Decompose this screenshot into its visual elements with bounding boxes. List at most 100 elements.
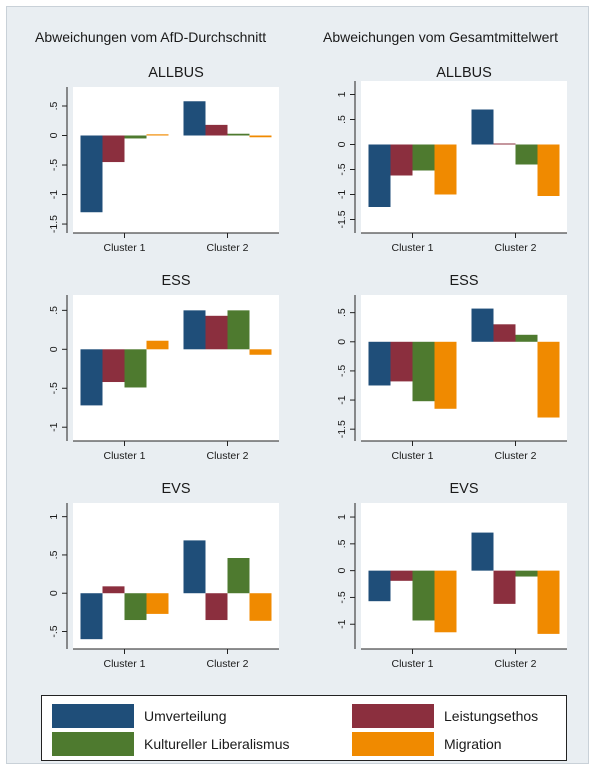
bar-leistungsethos-cluster-1 [102,349,125,383]
x-tick-label: Cluster 2 [206,450,248,462]
bar-kultureller-liberalismus-cluster-1 [124,593,147,621]
y-tick-label: -.5 [48,382,60,394]
y-tick-label: .5 [336,539,348,548]
y-tick-label: -.5 [48,625,60,637]
y-tick-label: 1 [336,91,348,97]
bar-kultureller-liberalismus-cluster-2 [515,334,538,342]
bar-umverteilung-cluster-1 [368,570,391,602]
chart-ess-gesamt: ESS .5 0 -.5 -1 -1.5 Cluster 1 Cluster 2 [336,273,567,462]
bar-umverteilung-cluster-1 [80,593,103,640]
bar-kultureller-liberalismus-cluster-1 [412,341,435,402]
bar-umverteilung-cluster-2 [183,101,206,136]
bar-kultureller-liberalismus-cluster-1 [124,135,147,139]
y-tick-label: 0 [48,346,60,352]
y-tick-label: 0 [48,132,60,138]
panel-title: ALLBUS [148,65,204,81]
chart-allbus-afd: ALLBUS .5 0 -.5 -1 -1.5 Cluster 1 Cluster 2 [48,65,279,254]
bar-migration-cluster-2 [537,144,560,196]
bar-migration-cluster-1 [146,134,169,136]
y-tick-label: -1 [336,190,348,199]
y-tick-label: .5 [336,115,348,124]
panel-title: ALLBUS [436,65,492,81]
bar-leistungsethos-cluster-1 [390,144,413,176]
y-tick-label: 0 [48,590,60,596]
figure-frame: Abweichungen vom AfD-Durchschnitt Abweic… [6,6,589,764]
legend: Umverteilung Leistungsethos Kultureller … [41,695,567,761]
x-tick-label: Cluster 2 [494,658,536,670]
bar-umverteilung-cluster-1 [368,341,391,386]
chart-evs-gesamt: EVS 1 .5 0 -.5 -1 Cluster 1 Cluster 2 [336,481,567,670]
legend-swatch [52,704,134,728]
x-tick-label: Cluster 1 [391,658,433,670]
bar-umverteilung-cluster-2 [183,540,206,594]
x-tick-label: Cluster 1 [103,658,145,670]
y-tick-label: -.5 [336,591,348,603]
y-tick-label: .5 [48,101,60,110]
bar-umverteilung-cluster-2 [471,109,494,145]
bar-migration-cluster-2 [249,135,272,138]
bar-umverteilung-cluster-2 [183,310,206,350]
x-tick-label: Cluster 1 [103,242,145,254]
legend-swatch [52,732,134,756]
bar-leistungsethos-cluster-1 [102,135,125,163]
y-tick-label: -1 [48,422,60,431]
y-tick-label: -1.5 [48,215,60,233]
legend-swatch [352,732,434,756]
legend-swatch [352,704,434,728]
bar-leistungsethos-cluster-1 [390,570,413,581]
y-tick-label: 0 [336,141,348,147]
panel-title: EVS [161,481,190,497]
y-tick-label: .5 [336,308,348,317]
x-tick-label: Cluster 2 [494,242,536,254]
y-tick-label: -.5 [336,365,348,377]
bar-leistungsethos-cluster-1 [102,586,125,594]
bar-migration-cluster-1 [146,593,169,614]
legend-label: Leistungsethos [444,708,539,724]
bar-umverteilung-cluster-1 [80,135,103,213]
y-tick-label: 1 [336,514,348,520]
bar-kultureller-liberalismus-cluster-1 [412,570,435,621]
bar-migration-cluster-2 [249,349,272,355]
bar-leistungsethos-cluster-2 [205,315,228,350]
bar-kultureller-liberalismus-cluster-2 [515,144,538,165]
y-tick-label: -1 [336,619,348,628]
panel-title: ESS [449,273,478,289]
y-tick-label: -.5 [336,163,348,175]
legend-label: Kultureller Liberalismus [144,736,290,752]
chart-evs-afd: EVS 1 .5 0 -.5 Cluster 1 Cluster 2 [48,481,279,670]
x-tick-label: Cluster 1 [103,450,145,462]
bar-leistungsethos-cluster-2 [493,570,516,604]
y-tick-label: .5 [48,550,60,559]
legend-label: Migration [444,736,502,752]
y-tick-label: -1 [48,190,60,199]
bar-leistungsethos-cluster-2 [493,324,516,342]
bar-kultureller-liberalismus-cluster-2 [227,310,250,350]
x-tick-label: Cluster 2 [206,242,248,254]
panel-title: ESS [161,273,190,289]
y-tick-label: 0 [336,339,348,345]
bar-umverteilung-cluster-2 [471,532,494,571]
column-title-right: Abweichungen vom Gesamtmittelwert [323,29,558,45]
bar-migration-cluster-2 [249,593,272,621]
y-tick-label: -1 [336,395,348,404]
bar-leistungsethos-cluster-1 [390,341,413,382]
bar-migration-cluster-2 [537,341,560,418]
bar-kultureller-liberalismus-cluster-1 [412,144,435,171]
x-tick-label: Cluster 2 [206,658,248,670]
y-tick-label: 0 [336,568,348,574]
panel-title: EVS [449,481,478,497]
bar-umverteilung-cluster-1 [80,349,103,406]
bar-migration-cluster-2 [537,570,560,634]
bar-kultureller-liberalismus-cluster-2 [227,133,250,136]
x-tick-label: Cluster 1 [391,242,433,254]
y-tick-label: -.5 [48,159,60,171]
y-tick-label: 1 [48,514,60,520]
legend-label: Umverteilung [144,708,227,724]
x-tick-label: Cluster 2 [494,450,536,462]
bar-migration-cluster-1 [434,570,457,633]
chart-allbus-gesamt: ALLBUS 1 .5 0 -.5 -1 -1.5 Cluster 1 Cluster 2 [336,65,567,254]
bar-leistungsethos-cluster-2 [205,593,228,621]
column-title-left: Abweichungen vom AfD-Durchschnitt [35,29,267,45]
y-tick-label: -1.5 [336,420,348,438]
bar-kultureller-liberalismus-cluster-1 [124,349,147,388]
